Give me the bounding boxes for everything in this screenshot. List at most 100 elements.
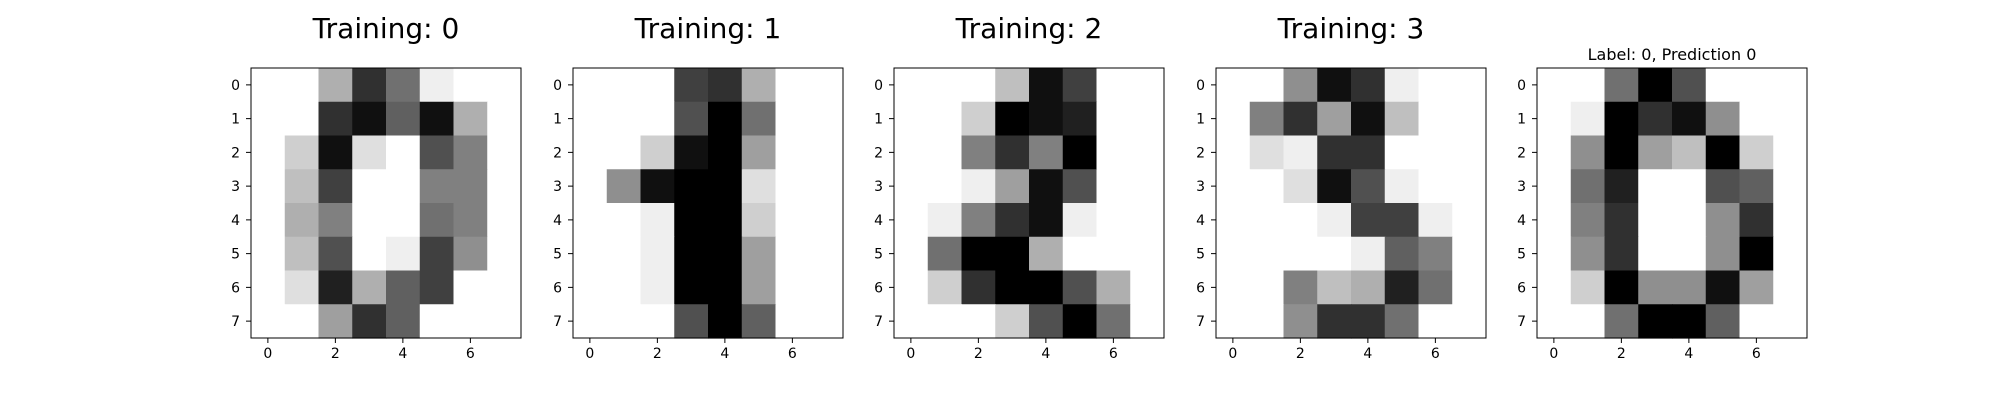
y-tick-label: 7 [874, 314, 883, 330]
pixel-cell [1672, 68, 1707, 103]
pixel-cell [674, 203, 709, 238]
pixel-cell [1283, 135, 1318, 170]
pixel-cell [1062, 304, 1098, 339]
pixel-cell [1216, 304, 1251, 339]
y-tick-label: 7 [1517, 314, 1526, 330]
panel-title: Training: 3 [1277, 12, 1425, 45]
pixel-cell [573, 304, 608, 339]
pixel-cell [741, 135, 777, 170]
pixel-cell [1418, 236, 1453, 272]
pixel-cell [1604, 270, 1639, 305]
pixel-cell [1418, 304, 1453, 339]
x-tick-label: 2 [1296, 346, 1305, 362]
pixel-cell [1705, 135, 1741, 170]
pixel-cell [1130, 68, 1165, 103]
pixel-cell [1638, 304, 1673, 339]
pixel-cell [1672, 236, 1707, 272]
pixel-cell [1570, 236, 1606, 272]
x-tick-label: 6 [1752, 346, 1761, 362]
pixel-cell [1452, 203, 1487, 238]
pixel-cell [995, 203, 1030, 238]
panel-title: Training: 0 [312, 12, 460, 45]
pixel-cell [419, 135, 455, 170]
pixel-cell [1283, 68, 1318, 103]
pixel-cell [1705, 169, 1741, 204]
pixel-cell [386, 101, 421, 137]
digit-panel: Training: 2 0 2 4 6 0 1 2 3 4 5 6 7 [874, 12, 1165, 362]
pixel-cell [1216, 270, 1251, 305]
pixel-cell [419, 270, 455, 305]
pixel-cell [318, 270, 353, 305]
y-tick-label: 6 [553, 280, 562, 296]
pixel-cell [1130, 304, 1165, 339]
pixel-cell [1351, 101, 1386, 137]
pixel-cell [1317, 68, 1352, 103]
pixel-cell [995, 236, 1030, 272]
pixel-cell [573, 135, 608, 170]
pixel-cell [1249, 101, 1285, 137]
pixel-cell [775, 169, 810, 204]
pixel-cell [1384, 236, 1420, 272]
pixel-cell [1570, 270, 1606, 305]
pixel-cell [961, 270, 996, 305]
pixel-cell [1317, 169, 1352, 204]
pixel-cell [318, 304, 353, 339]
pixel-cell [1452, 169, 1487, 204]
pixel-cell [708, 169, 743, 204]
pixel-cell [1773, 169, 1808, 204]
pixel-cell [1773, 236, 1808, 272]
pixel-cell [894, 68, 929, 103]
pixel-cell [1452, 101, 1487, 137]
y-tick-label: 0 [1196, 78, 1205, 94]
pixel-cell [674, 68, 709, 103]
pixel-cell [386, 270, 421, 305]
pixel-cell [573, 270, 608, 305]
pixel-cell [1062, 203, 1098, 238]
pixel-cell [1384, 270, 1420, 305]
pixel-cell [419, 304, 455, 339]
x-tick-label: 4 [720, 346, 729, 362]
pixel-cell [1418, 270, 1453, 305]
pixel-cell [1130, 203, 1165, 238]
pixel-cell [453, 135, 488, 170]
panel-title: Training: 1 [634, 12, 782, 45]
pixel-cell [606, 270, 642, 305]
pixel-cell [674, 304, 709, 339]
y-tick-label: 2 [1196, 145, 1205, 161]
pixel-cell [386, 68, 421, 103]
pixel-cell [927, 304, 963, 339]
pixel-cell [708, 68, 743, 103]
pixel-cell [386, 304, 421, 339]
pixel-cell [1705, 203, 1741, 238]
y-tick-label: 2 [231, 145, 240, 161]
pixel-cell [894, 101, 929, 137]
pixel-cell [573, 101, 608, 137]
pixel-cell [1130, 169, 1165, 204]
pixel-cell [453, 68, 488, 103]
pixel-cell [1705, 304, 1741, 339]
x-tick-label: 0 [906, 346, 915, 362]
pixel-cell [640, 203, 675, 238]
axes-frame [1536, 67, 1808, 339]
pixel-cell [1249, 169, 1285, 204]
pixel-cell [419, 101, 455, 137]
pixel-cell [775, 270, 810, 305]
pixel-cell [1216, 203, 1251, 238]
pixel-cell [1537, 270, 1572, 305]
y-tick-label: 4 [553, 213, 562, 229]
y-tick-label: 1 [874, 112, 883, 128]
pixel-cell [1351, 68, 1386, 103]
pixel-cell [251, 169, 286, 204]
pixel-cell [1384, 169, 1420, 204]
y-tick-label: 4 [231, 213, 240, 229]
pixel-cell [1418, 68, 1453, 103]
pixel-cell [775, 203, 810, 238]
panel-title: Training: 2 [955, 12, 1103, 45]
pixel-cell [1537, 68, 1572, 103]
x-tick-label: 6 [466, 346, 475, 362]
pixel-cell [606, 236, 642, 272]
pixel-cell [352, 101, 387, 137]
x-tick-label: 0 [1549, 346, 1558, 362]
pixel-cell [674, 135, 709, 170]
pixel-cell [927, 169, 963, 204]
